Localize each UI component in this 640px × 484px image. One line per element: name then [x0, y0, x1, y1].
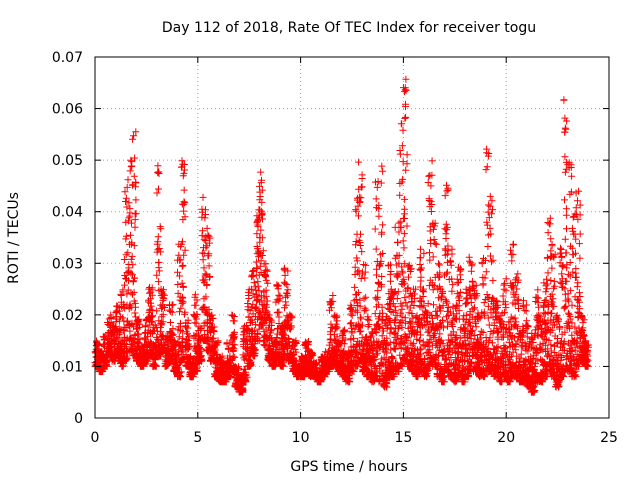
y-axis-title: ROTI / TECUs [6, 192, 22, 284]
y-tick-label: 0.07 [52, 50, 83, 66]
y-tick-label: 0.01 [52, 359, 83, 375]
y-tick-label: 0.04 [52, 205, 83, 221]
y-tick-label: 0.05 [52, 153, 83, 169]
x-axis-title: GPS time / hours [290, 459, 407, 475]
x-tick-label: 20 [497, 430, 515, 446]
y-tick-label: 0.02 [52, 308, 83, 324]
x-tick-label: 15 [394, 430, 412, 446]
plot-frame [94, 56, 610, 419]
chart-title: Day 112 of 2018, Rate Of TEC Index for r… [162, 20, 536, 36]
y-tick-label: 0 [74, 411, 83, 427]
x-tick-label: 10 [292, 430, 310, 446]
x-tick-label: 25 [600, 430, 618, 446]
roti-plus-markers [91, 75, 592, 396]
y-tick-label: 0.03 [52, 256, 83, 272]
y-tick-labels: 0 0.01 0.02 0.03 0.04 0.05 0.06 0.07 [52, 50, 83, 427]
data-points [91, 75, 592, 396]
x-tick-label: 5 [193, 430, 202, 446]
x-tick-label: 0 [91, 430, 100, 446]
x-tick-labels: 0 5 10 15 20 25 [91, 430, 618, 446]
y-tick-label: 0.06 [52, 102, 83, 118]
